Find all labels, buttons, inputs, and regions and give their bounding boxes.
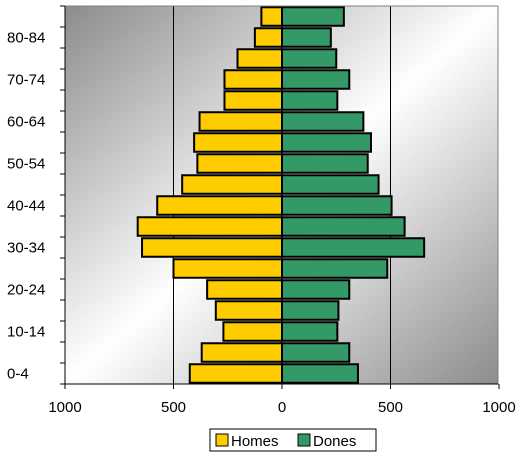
legend-swatch-dones (297, 433, 311, 447)
bar-dones-45-49 (281, 174, 380, 195)
bar-dones-20-24 (281, 279, 351, 300)
x-tick-label: 1000 (482, 399, 515, 416)
bar-dones-25-29 (281, 258, 389, 279)
bar-homes-10-14 (222, 321, 284, 342)
bar-dones-65-69 (281, 90, 339, 111)
bar-homes-75-79 (236, 48, 283, 69)
bar-homes-40-44 (156, 195, 284, 216)
bar-homes-30-34 (141, 237, 283, 258)
bar-dones-80-84 (281, 27, 332, 48)
x-tick-label: 1000 (48, 399, 81, 416)
bar-homes-45-49 (181, 174, 283, 195)
legend-label-homes: Homes (231, 433, 279, 450)
legend: Homes Dones (209, 428, 377, 452)
bar-homes-20-24 (206, 279, 283, 300)
bar-dones-75-79 (281, 48, 338, 69)
bar-homes-85+ (260, 6, 284, 27)
bar-homes-55-59 (193, 132, 284, 153)
bar-homes-5-9 (200, 342, 284, 363)
bar-dones-50-54 (281, 153, 369, 174)
bar-homes-35-39 (136, 216, 283, 237)
y-tick-label: 50-54 (7, 156, 45, 173)
y-tick-label: 10-14 (7, 324, 45, 341)
bar-homes-65-69 (223, 90, 283, 111)
legend-box (209, 428, 377, 452)
bar-homes-50-54 (196, 153, 283, 174)
bar-dones-0-4 (281, 363, 359, 384)
y-tick-label: 70-74 (7, 72, 45, 89)
y-tick-label: 60-64 (7, 114, 45, 131)
bar-homes-25-29 (172, 258, 283, 279)
bar-homes-60-64 (198, 111, 283, 132)
y-tick-label: 80-84 (7, 30, 45, 47)
bar-homes-0-4 (188, 363, 283, 384)
bar-dones-15-19 (281, 300, 340, 321)
bar-homes-15-19 (214, 300, 283, 321)
bar-dones-10-14 (281, 321, 339, 342)
bar-dones-30-34 (281, 237, 426, 258)
bars (136, 6, 426, 384)
y-tick-label: 30-34 (7, 240, 45, 257)
bar-homes-80-84 (253, 27, 283, 48)
bar-dones-60-64 (281, 111, 365, 132)
bar-dones-5-9 (281, 342, 351, 363)
bar-dones-85+ (281, 6, 345, 27)
bar-dones-55-59 (281, 132, 372, 153)
y-tick-label: 0-4 (7, 366, 29, 383)
bar-dones-40-44 (281, 195, 393, 216)
x-tick-label: 500 (161, 399, 186, 416)
bar-dones-70-74 (281, 69, 351, 90)
x-tick-label: 0 (278, 399, 286, 416)
gridlines (173, 6, 391, 384)
legend-label-dones: Dones (313, 433, 356, 450)
bar-dones-35-39 (281, 216, 406, 237)
axes: 1000 500 0 500 1000 0-4 10-14 20-24 30-34 40-44 50… (7, 5, 516, 416)
bar-homes-70-74 (223, 69, 283, 90)
x-tick-label: 500 (378, 399, 403, 416)
legend-swatch-homes (215, 433, 229, 447)
y-tick-label: 20-24 (7, 282, 45, 299)
y-tick-label: 40-44 (7, 198, 45, 215)
